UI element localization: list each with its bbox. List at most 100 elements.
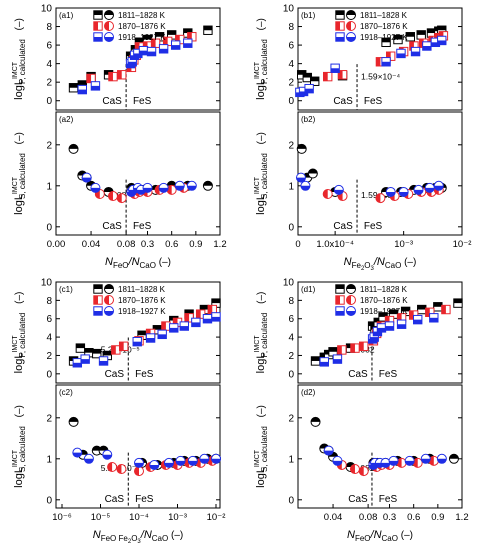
ylabel-a2-sub: S, calculated <box>18 153 27 199</box>
point-a2-s2-fill <box>175 185 185 191</box>
point-c1-s2-fill <box>73 362 82 367</box>
c2-x-ticklabel: 10⁻² <box>207 512 226 523</box>
ytick-label: 10 <box>41 4 53 15</box>
point-a1-s0-fill <box>69 83 78 88</box>
ylabel-b2-unit: (–) <box>256 132 267 147</box>
xlabel-c-n1: N <box>93 529 101 541</box>
ytick-label: 0 <box>288 369 294 380</box>
point-a1-s0-fill <box>143 35 152 40</box>
ylabel-b2-sub: S, calculated <box>260 153 269 199</box>
xlabel-c-mid: /N <box>140 529 152 541</box>
panel-c1: (c1)02468105.27×10⁻⁵CaSFeS1811–1828 K187… <box>41 278 221 384</box>
ytick-label: 2 <box>288 351 294 362</box>
point-c1-s0-fill <box>76 343 85 349</box>
point-b1-s0-fill <box>417 30 426 35</box>
point-d2-s0-fill <box>449 454 459 459</box>
legend-marker-d1-2-fill <box>335 311 345 316</box>
point-a1-s2-fill <box>159 48 168 53</box>
legend-marker-c-a1-2-fill <box>104 37 114 42</box>
ylabel-b1-sub: P, calculated <box>260 39 269 84</box>
point-b2-s2-fill <box>399 191 409 197</box>
point-c1-s2-fill <box>203 318 212 323</box>
a2-x-ticklabel: 0.08 <box>117 239 136 250</box>
d2-x-ticklabel: 0.6 <box>407 512 420 523</box>
ylabel-c1: logLIMCTP, calculated (–) <box>12 292 27 374</box>
legend-marker-c-a1-0-fill <box>104 10 114 15</box>
d2-x-ticklabel: 1.2 <box>455 512 468 523</box>
point-a2-s0-fill <box>104 187 114 192</box>
point-c1-s0-fill <box>153 325 162 330</box>
ytick-label: 4 <box>288 59 294 70</box>
region-fes: FeS <box>379 369 398 380</box>
ytick-label: 6 <box>46 41 52 52</box>
point-d2-s2-fill <box>421 458 431 464</box>
legend-label-c1-1: 1870–1876 K <box>118 296 166 305</box>
ytick-label: 8 <box>46 22 52 33</box>
legend-marker-c-c1-1-fill <box>104 295 109 305</box>
ylabel-d1: logLIMCTP, calculated (–) <box>254 292 269 374</box>
xlabel-c-s1: FeO Fe <box>101 534 129 543</box>
point-b2-s2-fill <box>386 191 396 197</box>
c2-x-ticklabel: 10⁻⁵ <box>91 512 111 523</box>
a2-x-ticklabel: 0.04 <box>82 239 101 250</box>
point-a1-s1-fill <box>163 37 168 46</box>
ylabel-c2-base: logL <box>13 467 25 488</box>
xlabel-b-unit: (–) <box>401 257 416 268</box>
ylabel-d2: logLIMCTS, calculated (–) <box>254 405 269 488</box>
point-b1-s1-fill <box>386 52 391 61</box>
point-b1-s2-fill <box>304 88 314 93</box>
a2-x-ticklabel: 0.3 <box>141 239 154 250</box>
ytick-label: 2 <box>46 78 52 89</box>
point-c1-s2-fill <box>133 341 142 346</box>
region-cas: CaS <box>105 369 125 380</box>
legend-marker-d1-0-fill <box>335 284 345 289</box>
ytick-label: 8 <box>288 296 294 307</box>
legend-marker-c-c1-2-fill <box>104 311 114 316</box>
region-cas: CaS <box>333 96 353 107</box>
point-d1-s2-fill <box>320 361 329 367</box>
point-d1-s0-fill <box>378 312 388 317</box>
point-b1-s1-fill <box>376 57 381 66</box>
point-d1-s1-fill <box>337 345 342 355</box>
xlabel-a: NFeO/NCaO (–) <box>105 256 171 270</box>
point-c1-s1-fill <box>173 318 178 327</box>
legend-marker-b1-0-fill <box>335 10 345 15</box>
point-d1-s2-fill <box>373 331 382 336</box>
d2-x-ticklabel: 0.04 <box>324 512 343 523</box>
xlabel-b-s1b: O <box>364 261 370 270</box>
legend-label-d1-0: 1811–1828 K <box>360 285 408 294</box>
region-fes: FeS <box>135 494 154 505</box>
point-a2-s0-fill <box>167 181 177 186</box>
point-c2-s1-fill <box>107 462 113 472</box>
point-a1-s1-fill <box>135 42 140 52</box>
point-a1-s0-fill <box>167 30 176 35</box>
point-c1-s2-fill <box>211 316 221 322</box>
ytick-label: 10 <box>41 278 53 289</box>
point-a1-s2-fill <box>147 51 156 56</box>
legend-marker-c1-0-fill <box>93 284 103 289</box>
region-fes: FeS <box>133 221 152 232</box>
ylabel-a1-unit: (–) <box>14 18 25 33</box>
legend-marker-c1-2-fill <box>93 311 103 316</box>
panel-c2-label: (c2) <box>59 388 73 397</box>
ytick-label: 2 <box>46 351 52 362</box>
point-a2-s2-fill <box>143 187 153 193</box>
xlabel-d-unit: (–) <box>398 530 413 541</box>
legend-marker-c-b1-2-fill <box>346 37 356 42</box>
ytick-label: 8 <box>288 22 294 33</box>
point-c1-s1-fill <box>119 342 124 351</box>
ylabel-a2-sup: IMCT <box>12 176 19 194</box>
point-c1-s1-fill <box>111 345 116 355</box>
point-c2-s2-fill <box>188 460 198 466</box>
b2-x-ticklabel: 1.0x10⁻⁴ <box>316 239 354 250</box>
ylabel-a2-unit: (–) <box>14 132 25 147</box>
point-b2-s0-fill <box>297 144 307 149</box>
point-d1-s2-fill <box>413 319 422 324</box>
point-a2-s2-fill <box>187 185 197 191</box>
point-d2-s1-fill <box>350 464 355 474</box>
panel-c1-label: (c1) <box>59 285 73 294</box>
xlabel-c-s1c: 3 <box>137 539 141 545</box>
ytick-label: 6 <box>288 314 294 325</box>
legend-label-b1-1: 1870–1876 K <box>360 22 408 31</box>
break-annotation: 1.59×10⁻⁴ <box>361 71 400 81</box>
